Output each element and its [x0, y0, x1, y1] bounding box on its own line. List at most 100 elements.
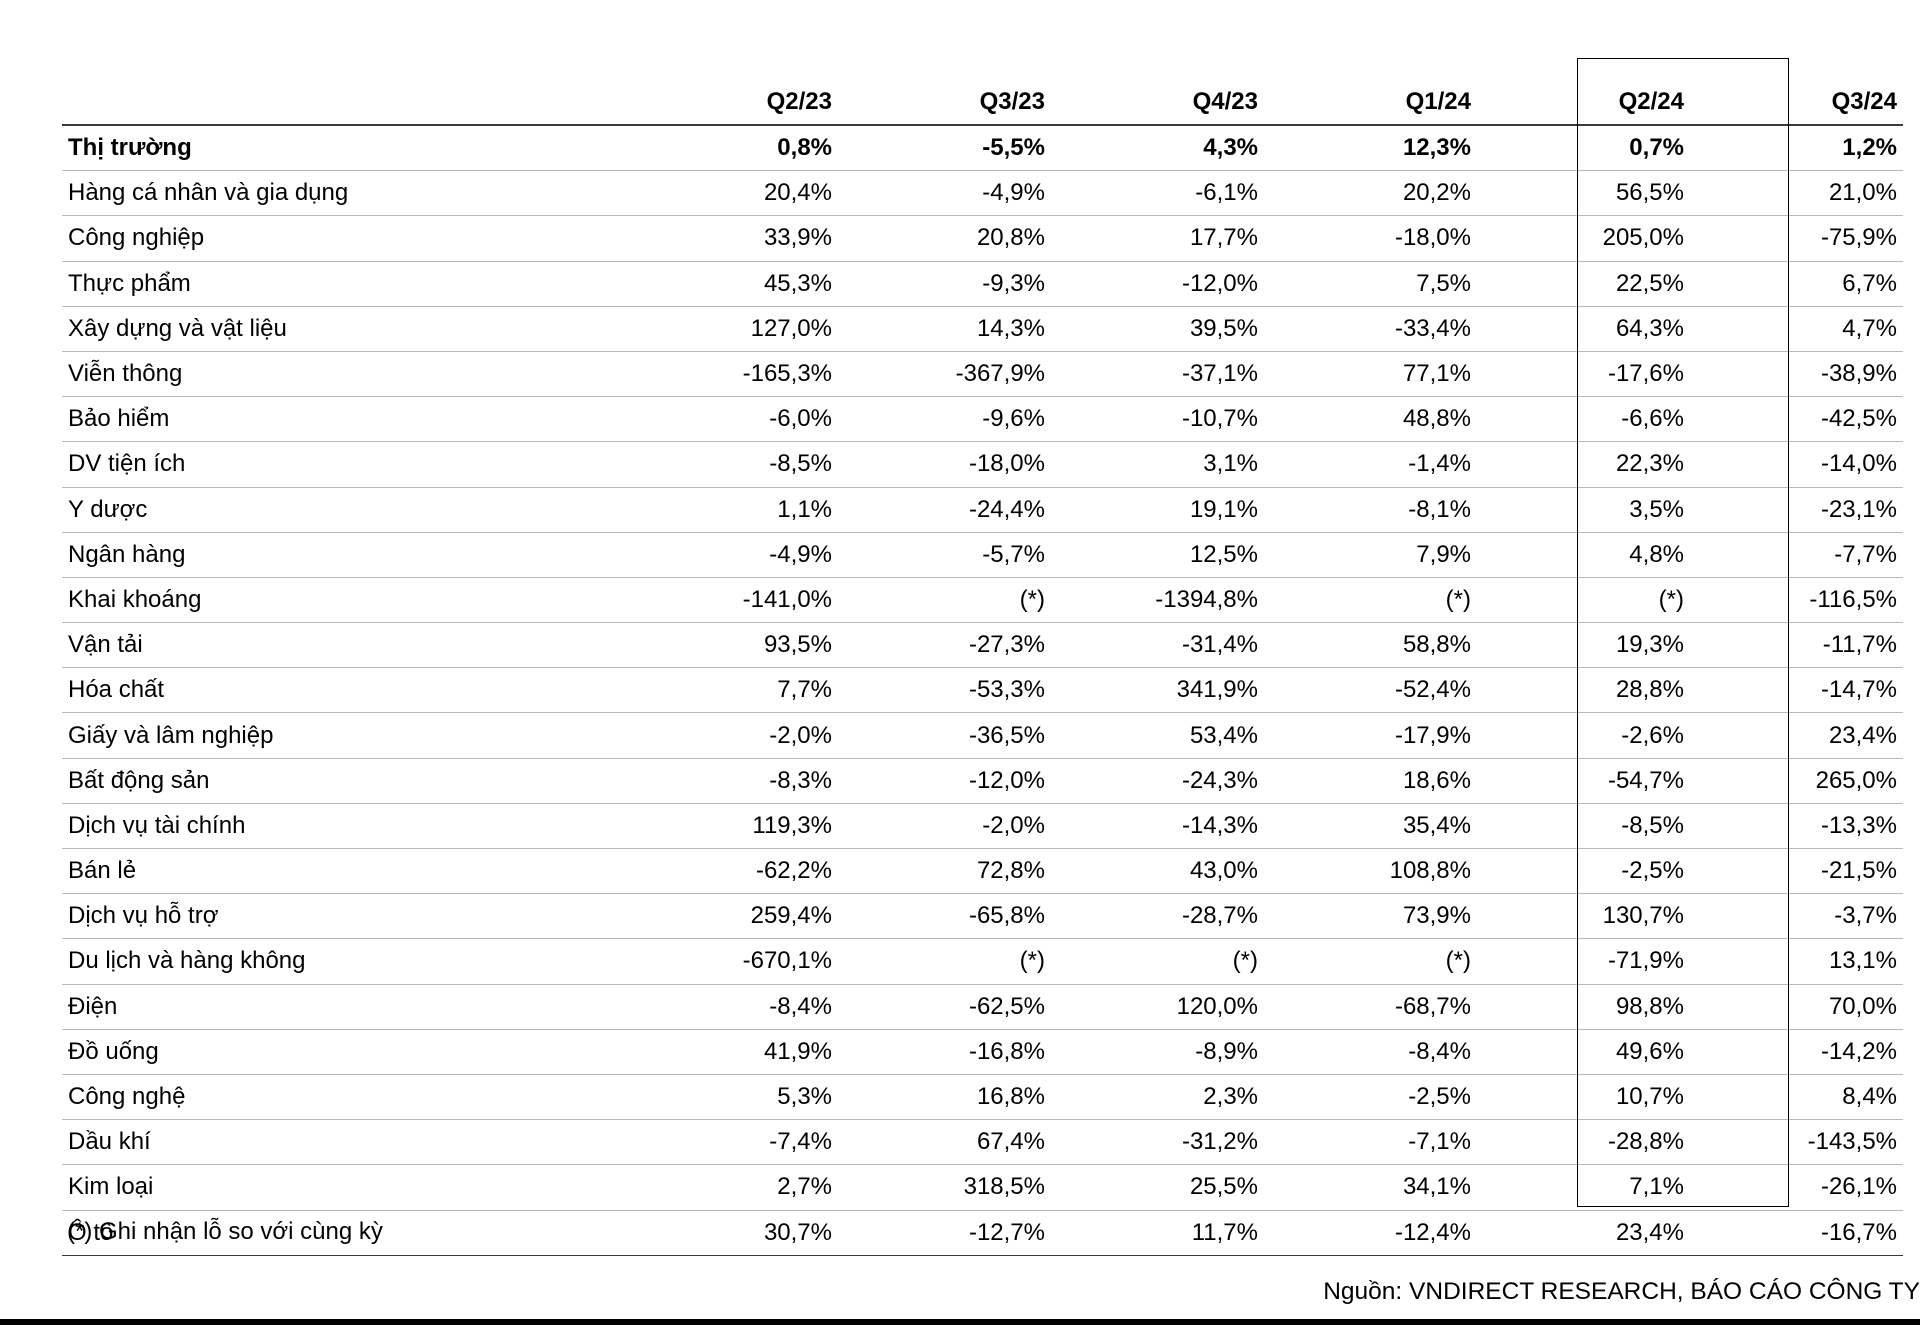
cell-value: 17,7%: [1051, 215, 1264, 262]
cell-value: -24,4%: [838, 487, 1051, 533]
sector-growth-table: Q2/23 Q3/23 Q4/23 Q1/24 Q2/24 Q3/24 Thị …: [62, 80, 1903, 1256]
column-header: Q3/23: [838, 80, 1051, 126]
cell-value: -116,5%: [1690, 577, 1903, 624]
cell-value: -8,5%: [632, 441, 838, 488]
cell-value: 265,0%: [1690, 758, 1903, 804]
cell-value: 39,5%: [1051, 306, 1264, 352]
cell-value: 5,3%: [632, 1074, 838, 1121]
cell-value: 12,3%: [1264, 125, 1477, 172]
row-label: Dịch vụ tài chính: [62, 803, 632, 850]
cell-value: 67,4%: [838, 1119, 1051, 1166]
row-label: Bán lẻ: [62, 848, 632, 895]
cell-value: 318,5%: [838, 1164, 1051, 1211]
cell-value: -11,7%: [1690, 622, 1903, 669]
row-label: Công nghiệp: [62, 215, 632, 262]
cell-value: 259,4%: [632, 893, 838, 940]
cell-value: 64,3%: [1477, 306, 1690, 352]
cell-value: 19,1%: [1051, 487, 1264, 533]
cell-value: 4,3%: [1051, 125, 1264, 172]
cell-value: -2,0%: [838, 803, 1051, 850]
cell-value: 205,0%: [1477, 215, 1690, 262]
cell-value: 12,5%: [1051, 532, 1264, 578]
cell-value: 13,1%: [1690, 938, 1903, 985]
cell-value: 53,4%: [1051, 712, 1264, 759]
cell-value: 23,4%: [1477, 1210, 1690, 1256]
cell-value: -31,4%: [1051, 622, 1264, 669]
cell-value: -27,3%: [838, 622, 1051, 669]
table-row: Dịch vụ hỗ trợ 259,4% -65,8% -28,7% 73,9% 130…: [62, 893, 1903, 940]
table-row: Vận tải 93,5% -27,3% -31,4% 58,8% 19,3% -11,7%: [62, 622, 1903, 669]
cell-value: 34,1%: [1264, 1164, 1477, 1211]
cell-value: -68,7%: [1264, 984, 1477, 1030]
row-label: Bảo hiểm: [62, 396, 632, 443]
cell-value: 341,9%: [1051, 667, 1264, 714]
cell-value: 56,5%: [1477, 170, 1690, 217]
cell-value: 70,0%: [1690, 984, 1903, 1030]
table-row: Viễn thông -165,3% -367,9% -37,1% 77,1% -17,6…: [62, 351, 1903, 398]
cell-value: 33,9%: [632, 215, 838, 262]
cell-value: 7,9%: [1264, 532, 1477, 578]
row-label: Ngân hàng: [62, 532, 632, 578]
cell-value: 4,8%: [1477, 532, 1690, 578]
column-header: Q1/24: [1264, 80, 1477, 126]
cell-value: -9,6%: [838, 396, 1051, 443]
cell-value: (*): [1264, 938, 1477, 985]
cell-value: -16,7%: [1690, 1210, 1903, 1256]
table-row: Bất động sản -8,3% -12,0% -24,3% 18,6% -54,7%…: [62, 758, 1903, 804]
cell-value: 127,0%: [632, 306, 838, 352]
cell-value: -54,7%: [1477, 758, 1690, 804]
cell-value: (*): [838, 938, 1051, 985]
cell-value: -8,4%: [1264, 1029, 1477, 1075]
cell-value: -7,7%: [1690, 532, 1903, 578]
cell-value: (*): [1051, 938, 1264, 985]
cell-value: 6,7%: [1690, 261, 1903, 307]
cell-value: 119,3%: [632, 803, 838, 850]
cell-value: 20,2%: [1264, 170, 1477, 217]
table-row: Dịch vụ tài chính 119,3% -2,0% -14,3% 35,4% -…: [62, 803, 1903, 850]
cell-value: -2,6%: [1477, 712, 1690, 759]
cell-value: -1394,8%: [1051, 577, 1264, 624]
cell-value: -4,9%: [632, 532, 838, 578]
table-row: Xây dựng và vật liệu 127,0% 14,3% 39,5% -33,…: [62, 306, 1903, 352]
cell-value: -5,5%: [838, 125, 1051, 172]
cell-value: 1,1%: [632, 487, 838, 533]
source-note: Nguồn: VNDIRECT RESEARCH, BÁO CÁO CÔNG T…: [1323, 1278, 1920, 1305]
row-label: Thực phẩm: [62, 261, 632, 307]
cell-value: -42,5%: [1690, 396, 1903, 443]
cell-value: -670,1%: [632, 938, 838, 985]
cell-value: -21,5%: [1690, 848, 1903, 895]
cell-value: 2,3%: [1051, 1074, 1264, 1121]
row-label: Dịch vụ hỗ trợ: [62, 893, 632, 940]
cell-value: 93,5%: [632, 622, 838, 669]
row-label: Xây dựng và vật liệu: [62, 306, 632, 352]
cell-value: -18,0%: [1264, 215, 1477, 262]
row-label: Y dược: [62, 487, 632, 533]
header-row: Q2/23 Q3/23 Q4/23 Q1/24 Q2/24 Q3/24: [62, 80, 1903, 126]
cell-value: 10,7%: [1477, 1074, 1690, 1121]
cell-value: -33,4%: [1264, 306, 1477, 352]
cell-value: -165,3%: [632, 351, 838, 398]
cell-value: -24,3%: [1051, 758, 1264, 804]
row-label: Hàng cá nhân và gia dụng: [62, 170, 632, 217]
bottom-rule: [0, 1319, 1920, 1325]
table-row: DV tiện ích -8,5% -18,0% 3,1% -1,4% 22,3% -14,…: [62, 441, 1903, 488]
cell-value: 0,7%: [1477, 125, 1690, 172]
cell-value: 21,0%: [1690, 170, 1903, 217]
cell-value: -7,1%: [1264, 1119, 1477, 1166]
cell-value: -143,5%: [1690, 1119, 1903, 1166]
table-row: Khai khoáng -141,0% (*) -1394,8% (*) (*) -116,…: [62, 577, 1903, 624]
cell-value: -7,4%: [632, 1119, 838, 1166]
cell-value: 11,7%: [1051, 1210, 1264, 1256]
cell-value: -28,8%: [1477, 1119, 1690, 1166]
market-row: Thị trường 0,8% -5,5% 4,3% 12,3% 0,7% 1,2%: [62, 125, 1903, 172]
cell-value: 23,4%: [1690, 712, 1903, 759]
cell-value: 7,1%: [1477, 1164, 1690, 1211]
cell-value: -17,9%: [1264, 712, 1477, 759]
row-label: Điện: [62, 984, 632, 1030]
cell-value: 22,5%: [1477, 261, 1690, 307]
cell-value: -37,1%: [1051, 351, 1264, 398]
cell-value: 58,8%: [1264, 622, 1477, 669]
table-row: Dầu khí -7,4% 67,4% -31,2% -7,1% -28,8% -143,5…: [62, 1119, 1903, 1166]
cell-value: -8,9%: [1051, 1029, 1264, 1075]
cell-value: -10,7%: [1051, 396, 1264, 443]
